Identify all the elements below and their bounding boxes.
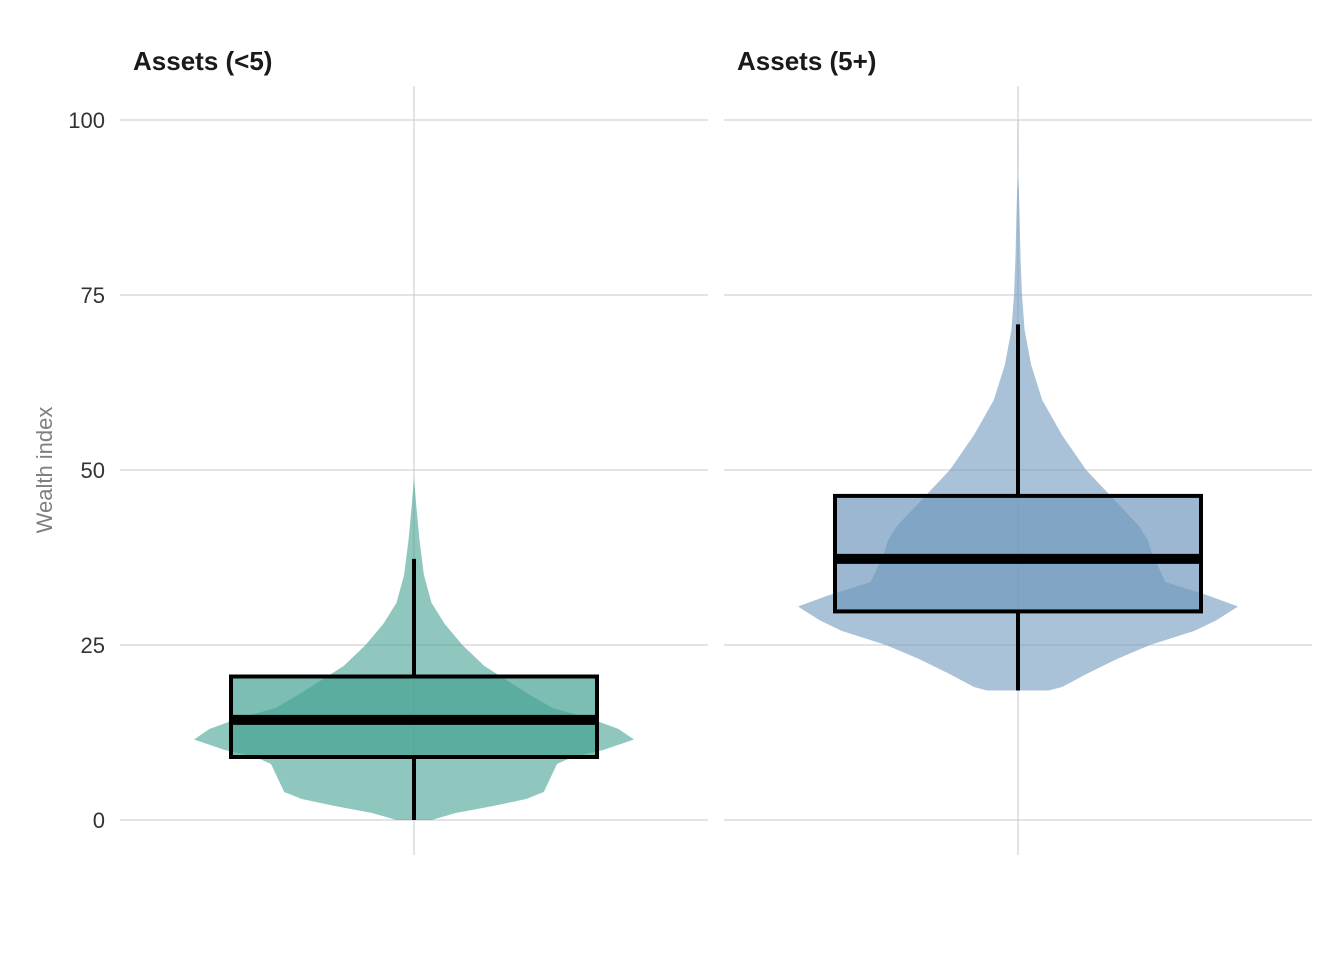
y-tick-labels: 0 25 50 75 100 [68, 108, 105, 833]
y-tick-label-75: 75 [81, 283, 105, 308]
y-tick-label-100: 100 [68, 108, 105, 133]
y-tick-label-50: 50 [81, 458, 105, 483]
y-tick-label-25: 25 [81, 633, 105, 658]
box-layer [229, 324, 1203, 820]
iqr-box-1 [833, 493, 1203, 614]
panel-title-right: Assets (5+) [737, 46, 876, 76]
y-tick-label-0: 0 [93, 808, 105, 833]
panel-title-left: Assets (<5) [133, 46, 272, 76]
y-axis-title: Wealth index [32, 407, 57, 534]
